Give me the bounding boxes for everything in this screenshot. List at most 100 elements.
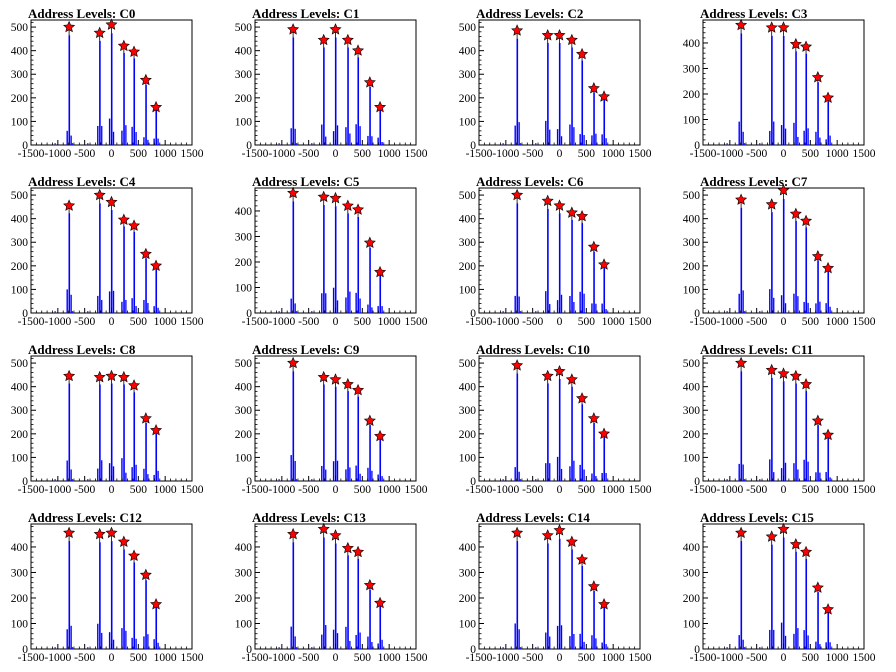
histogram-bar: [155, 269, 158, 313]
y-tick-label: 300: [11, 69, 29, 81]
histogram-bar: [278, 479, 280, 481]
histogram-bar: [556, 625, 559, 649]
peak-marker-star: [735, 193, 748, 205]
histogram-bar: [759, 647, 761, 649]
histogram-bar: [131, 126, 133, 145]
histogram-bar: [829, 306, 831, 313]
peak-marker-star: [127, 219, 141, 231]
histogram-bar: [726, 479, 728, 481]
peak-marker-star: [575, 553, 589, 565]
histogram-bar: [155, 433, 158, 481]
peak-marker-star: [139, 247, 152, 260]
x-tick-label: 1000: [602, 316, 625, 328]
histogram-bar: [66, 130, 68, 145]
peak-marker-star: [765, 21, 778, 33]
x-tick-label: 1500: [853, 316, 876, 328]
x-tick-label: -1500: [690, 316, 717, 328]
histogram-bar: [742, 464, 744, 481]
histogram-bar: [334, 37, 337, 145]
peak-marker-star: [822, 603, 835, 615]
peak-marker-star: [127, 379, 141, 391]
histogram-bar: [110, 541, 113, 649]
x-tick-label: 500: [130, 652, 148, 664]
y-tick-label: 100: [11, 284, 29, 296]
x-tick-label: -1500: [18, 148, 45, 160]
peak-marker-star: [575, 392, 589, 404]
histogram-bar: [603, 607, 606, 649]
histogram-bar: [579, 291, 581, 313]
histogram-bar: [797, 628, 799, 649]
x-tick-label: -1000: [492, 316, 519, 328]
y-tick-label: 300: [235, 69, 253, 81]
histogram-bar: [334, 386, 337, 481]
histogram-bar: [290, 626, 292, 649]
histogram-bar: [143, 636, 145, 649]
histogram-bar: [583, 469, 585, 481]
histogram-bar: [347, 213, 349, 313]
peak-marker-star: [598, 90, 611, 102]
x-tick-label: 500: [354, 652, 372, 664]
histogram-bar: [325, 293, 327, 313]
peak-marker-star: [139, 73, 152, 86]
histogram-bar: [292, 542, 295, 649]
histogram-bar: [759, 143, 761, 145]
y-tick-label: 300: [11, 405, 29, 417]
histogram-bar: [547, 383, 549, 481]
y-tick-label: 400: [459, 382, 477, 394]
x-tick-label: 0: [109, 484, 115, 496]
y-tick-label: 100: [459, 452, 477, 464]
histogram-bar: [545, 632, 547, 649]
peak-marker-star: [789, 369, 802, 382]
histogram-bar: [157, 307, 159, 313]
y-tick-label: 400: [459, 542, 477, 554]
peak-marker-star: [351, 203, 365, 215]
x-tick-label: -1500: [242, 652, 269, 664]
histogram-bar: [573, 301, 575, 313]
x-tick-label: -500: [74, 148, 95, 160]
peak-marker-star: [765, 198, 778, 210]
x-tick-label: -1000: [716, 316, 743, 328]
histogram-bar: [545, 291, 547, 313]
histogram-bar: [780, 622, 783, 649]
y-tick-label: 400: [235, 206, 253, 218]
x-tick-label: 0: [557, 316, 563, 328]
histogram-bar: [377, 474, 379, 481]
histogram-bar: [381, 476, 383, 481]
histogram-bar: [583, 641, 585, 649]
peak-marker-star: [105, 195, 118, 208]
histogram-bar: [325, 625, 327, 649]
histogram-bar: [519, 311, 521, 313]
histogram-bar: [321, 293, 323, 313]
chart-title: Address Levels: C2: [476, 6, 583, 21]
peak-marker-star: [822, 91, 835, 103]
peak-marker-star: [287, 23, 300, 35]
histogram-bar: [571, 47, 573, 145]
x-tick-label: 1000: [826, 316, 849, 328]
y-tick-label: 200: [459, 429, 477, 441]
x-tick-label: 1000: [378, 148, 401, 160]
y-tick-label: 100: [683, 618, 701, 630]
histogram-bar: [278, 647, 280, 649]
histogram-bar: [157, 470, 159, 481]
histogram-bar: [357, 396, 360, 481]
peak-marker-star: [351, 383, 365, 396]
histogram-bar: [547, 43, 549, 146]
histogram-bar: [518, 629, 520, 649]
histogram-bar: [782, 35, 785, 146]
histogram-bar: [294, 460, 296, 481]
histogram-bar: [87, 479, 89, 481]
histogram-bar: [769, 459, 771, 481]
histogram-bar: [825, 642, 827, 649]
histogram-bar: [143, 468, 145, 481]
histogram-bar: [135, 306, 137, 313]
histogram-bar: [827, 271, 830, 313]
y-tick-label: 200: [11, 261, 29, 273]
histogram-bar: [793, 122, 795, 145]
histogram-bar: [371, 307, 373, 313]
x-tick-label: 0: [333, 148, 339, 160]
histogram-bar: [332, 131, 335, 145]
histogram-bar: [795, 383, 797, 481]
x-tick-label: 1500: [181, 484, 204, 496]
x-tick-label: 1500: [181, 148, 204, 160]
histogram-bar: [795, 220, 797, 313]
